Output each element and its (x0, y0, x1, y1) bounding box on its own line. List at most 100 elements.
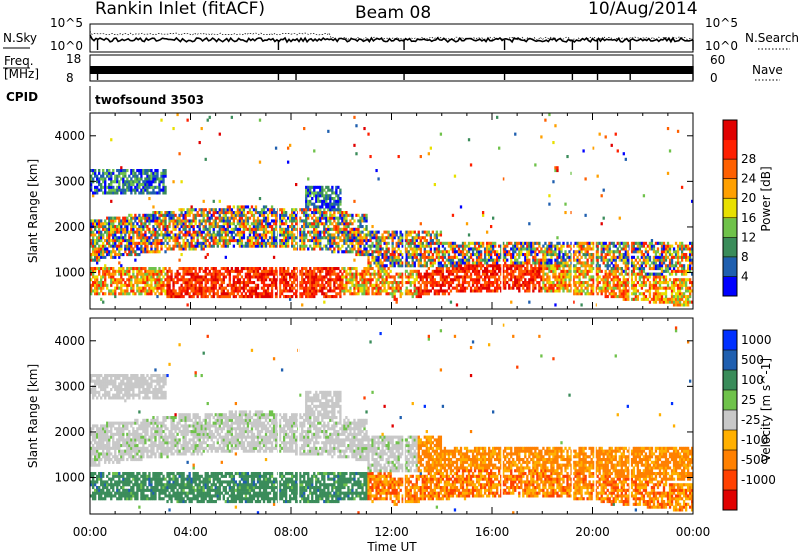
range-time-cell (444, 292, 446, 295)
range-time-cell (416, 256, 418, 259)
range-time-cell (490, 259, 492, 262)
range-time-cell (554, 166, 556, 169)
range-time-cell (554, 289, 556, 292)
range-time-cell (605, 275, 607, 278)
range-time-cell (239, 225, 241, 228)
range-time-cell (221, 267, 223, 270)
range-time-cell (164, 211, 166, 214)
range-time-cell (345, 278, 347, 281)
range-time-cell (96, 247, 98, 250)
range-time-cell (247, 242, 249, 245)
range-time-cell (102, 233, 104, 236)
range-time-cell (367, 270, 369, 273)
range-time-cell (349, 267, 351, 270)
range-time-cell (528, 222, 530, 225)
range-time-cell (146, 183, 148, 186)
range-time-cell (146, 270, 148, 273)
range-time-cell (201, 247, 203, 250)
range-time-cell (215, 211, 217, 214)
range-time-cell (275, 219, 277, 222)
range-time-cell (478, 259, 480, 262)
range-time-cell (144, 225, 146, 228)
range-time-cell (100, 233, 102, 236)
range-time-cell (126, 245, 128, 248)
range-time-cell (347, 267, 349, 270)
range-time-cell (299, 228, 301, 231)
range-time-cell (94, 278, 96, 281)
range-time-cell (96, 242, 98, 245)
range-time-cell (106, 250, 108, 253)
range-time-cell (337, 245, 339, 248)
range-time-cell (235, 233, 237, 236)
range-time-cell (188, 281, 190, 284)
range-time-cell (112, 239, 114, 242)
range-time-cell (285, 231, 287, 234)
range-time-cell (166, 275, 168, 278)
range-time-cell (605, 270, 607, 273)
range-time-cell (452, 250, 454, 253)
range-time-cell (116, 281, 118, 284)
range-time-cell (193, 273, 195, 276)
range-time-cell (201, 267, 203, 270)
range-time-cell (576, 287, 578, 290)
range-time-cell (357, 225, 359, 228)
range-time-cell (576, 270, 578, 273)
range-time-cell (452, 273, 454, 276)
range-time-cell (120, 292, 122, 295)
range-time-cell (584, 287, 586, 290)
range-time-cell (464, 259, 466, 262)
range-time-cell (227, 222, 229, 225)
range-time-cell (299, 281, 301, 284)
range-time-cell (110, 233, 112, 236)
range-time-cell (329, 284, 331, 287)
range-time-cell (287, 281, 289, 284)
range-time-cell (191, 233, 193, 236)
range-time-cell (329, 203, 331, 206)
range-time-cell (193, 219, 195, 222)
range-time-cell (199, 281, 201, 284)
range-time-cell (337, 242, 339, 245)
range-time-cell (554, 275, 556, 278)
range-time-cell (195, 270, 197, 273)
range-time-cell (564, 287, 566, 290)
range-time-cell (548, 289, 550, 292)
range-time-cell (124, 225, 126, 228)
range-time-cell (227, 219, 229, 222)
range-time-cell (337, 222, 339, 225)
range-time-cell (540, 250, 542, 253)
range-time-cell (448, 242, 450, 245)
range-time-cell (428, 231, 430, 234)
range-time-cell (611, 256, 613, 259)
range-time-cell (275, 225, 277, 228)
range-time-cell (178, 233, 180, 236)
range-time-cell (271, 228, 273, 231)
range-time-cell (597, 292, 599, 295)
range-time-cell (160, 222, 162, 225)
range-time-cell (158, 242, 160, 245)
range-time-cell (215, 275, 217, 278)
range-time-cell (142, 222, 144, 225)
range-time-cell (221, 292, 223, 295)
range-time-cell (122, 177, 124, 180)
range-time-cell (289, 219, 291, 222)
range-time-cell (508, 287, 510, 290)
range-time-cell (120, 233, 122, 236)
range-time-cell (219, 217, 221, 220)
range-time-cell (550, 245, 552, 248)
range-time-cell (375, 273, 377, 276)
range-time-cell (335, 194, 337, 197)
range-time-cell (440, 289, 442, 292)
range-time-cell (174, 273, 176, 276)
range-time-cell (152, 239, 154, 242)
range-time-cell (422, 245, 424, 248)
range-time-cell (341, 275, 343, 278)
range-time-cell (172, 217, 174, 220)
range-time-cell (223, 208, 225, 211)
range-time-cell (180, 214, 182, 217)
range-time-cell (361, 287, 363, 290)
range-time-cell (295, 278, 297, 281)
range-time-cell (550, 253, 552, 256)
range-time-cell (92, 281, 94, 284)
range-time-cell (122, 270, 124, 273)
range-time-cell (130, 245, 132, 248)
